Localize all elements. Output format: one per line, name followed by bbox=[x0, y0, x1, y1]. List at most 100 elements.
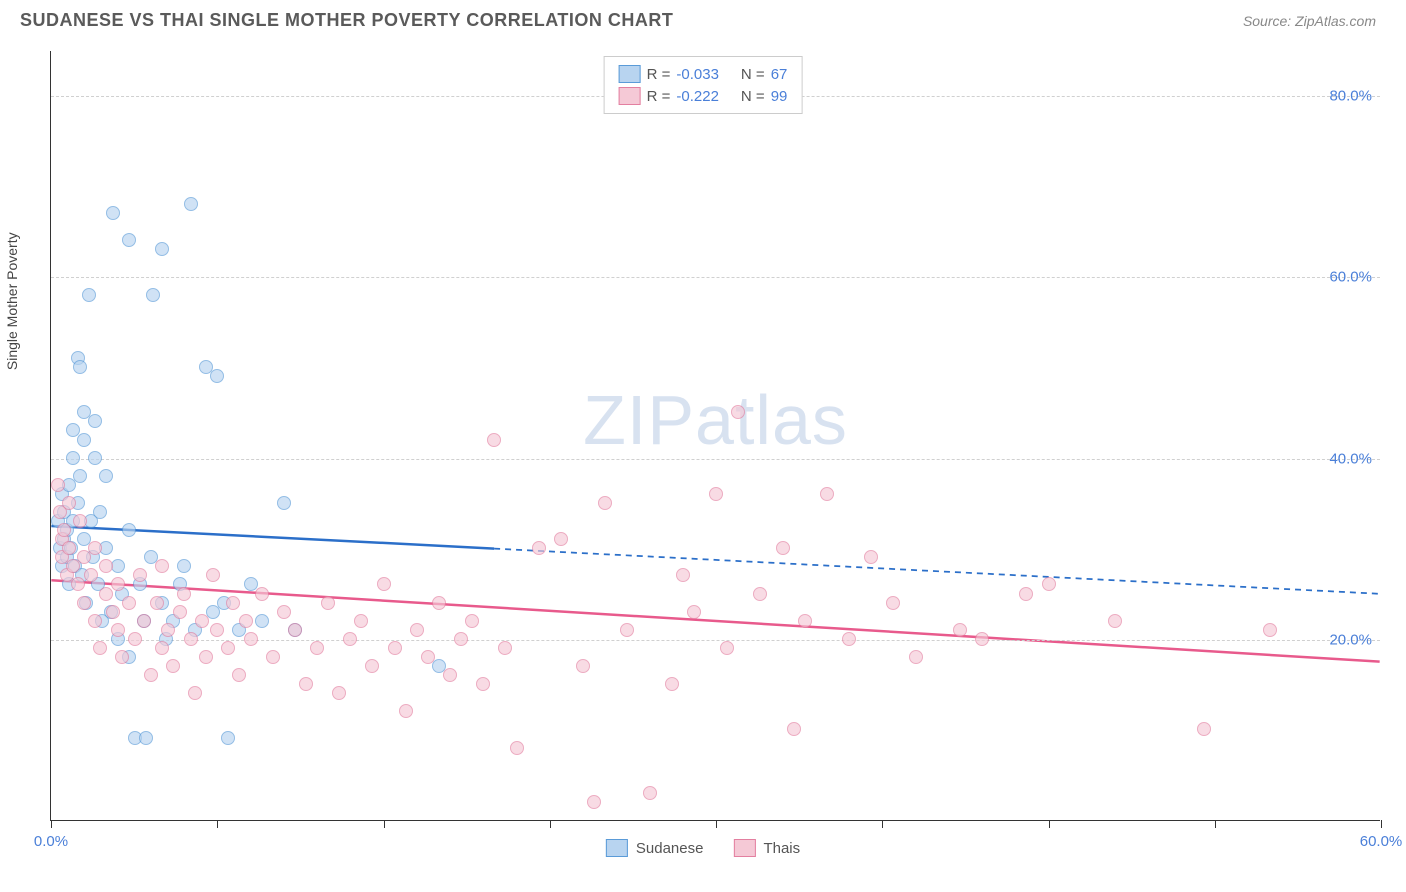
r-label: R = bbox=[647, 66, 671, 83]
data-point bbox=[365, 659, 379, 673]
trend-lines bbox=[51, 51, 1380, 820]
data-point bbox=[71, 577, 85, 591]
watermark-atlas: atlas bbox=[695, 381, 848, 459]
data-point bbox=[776, 541, 790, 555]
data-point bbox=[144, 668, 158, 682]
ytick-label: 40.0% bbox=[1329, 450, 1372, 467]
data-point bbox=[532, 541, 546, 555]
data-point bbox=[155, 641, 169, 655]
data-point bbox=[62, 541, 76, 555]
data-point bbox=[255, 587, 269, 601]
data-point bbox=[454, 632, 468, 646]
legend-item-sudanese: Sudanese bbox=[606, 839, 704, 857]
data-point bbox=[93, 641, 107, 655]
data-point bbox=[210, 369, 224, 383]
data-point bbox=[77, 433, 91, 447]
n-value-sudanese: 67 bbox=[771, 66, 788, 83]
data-point bbox=[554, 532, 568, 546]
chart-container: Single Mother Poverty ZIPatlas 20.0% 40.0… bbox=[0, 31, 1406, 871]
data-point bbox=[676, 568, 690, 582]
data-point bbox=[66, 451, 80, 465]
data-point bbox=[1019, 587, 1033, 601]
xtick bbox=[882, 820, 883, 828]
chart-title: SUDANESE VS THAI SINGLE MOTHER POVERTY C… bbox=[20, 10, 673, 31]
legend-row-sudanese: R = -0.033 N = 67 bbox=[619, 63, 788, 85]
data-point bbox=[321, 596, 335, 610]
data-point bbox=[77, 596, 91, 610]
data-point bbox=[975, 632, 989, 646]
xtick bbox=[51, 820, 52, 828]
n-label: N = bbox=[741, 88, 765, 105]
xtick bbox=[217, 820, 218, 828]
data-point bbox=[155, 559, 169, 573]
data-point bbox=[122, 523, 136, 537]
data-point bbox=[354, 614, 368, 628]
data-point bbox=[1042, 577, 1056, 591]
legend-series: Sudanese Thais bbox=[606, 839, 800, 857]
data-point bbox=[687, 605, 701, 619]
data-point bbox=[177, 587, 191, 601]
data-point bbox=[709, 487, 723, 501]
data-point bbox=[864, 550, 878, 564]
data-point bbox=[487, 433, 501, 447]
data-point bbox=[226, 596, 240, 610]
legend-swatch-sudanese bbox=[619, 65, 641, 83]
xtick-label: 0.0% bbox=[34, 833, 68, 850]
data-point bbox=[232, 668, 246, 682]
data-point bbox=[510, 741, 524, 755]
data-point bbox=[820, 487, 834, 501]
data-point bbox=[122, 596, 136, 610]
xtick bbox=[1049, 820, 1050, 828]
data-point bbox=[188, 686, 202, 700]
data-point bbox=[377, 577, 391, 591]
data-point bbox=[62, 496, 76, 510]
data-point bbox=[122, 233, 136, 247]
data-point bbox=[753, 587, 767, 601]
data-point bbox=[73, 469, 87, 483]
legend-swatch-icon bbox=[733, 839, 755, 857]
chart-header: SUDANESE VS THAI SINGLE MOTHER POVERTY C… bbox=[0, 0, 1406, 31]
data-point bbox=[51, 478, 65, 492]
data-point bbox=[842, 632, 856, 646]
data-point bbox=[93, 505, 107, 519]
data-point bbox=[498, 641, 512, 655]
data-point bbox=[953, 623, 967, 637]
data-point bbox=[155, 242, 169, 256]
data-point bbox=[221, 731, 235, 745]
r-label: R = bbox=[647, 88, 671, 105]
xtick-label: 60.0% bbox=[1360, 833, 1403, 850]
data-point bbox=[206, 568, 220, 582]
data-point bbox=[88, 414, 102, 428]
data-point bbox=[1108, 614, 1122, 628]
data-point bbox=[255, 614, 269, 628]
data-point bbox=[199, 650, 213, 664]
data-point bbox=[266, 650, 280, 664]
data-point bbox=[665, 677, 679, 691]
watermark-zip: ZIP bbox=[583, 381, 695, 459]
data-point bbox=[1197, 722, 1211, 736]
legend-label-thais: Thais bbox=[763, 840, 800, 857]
data-point bbox=[277, 605, 291, 619]
data-point bbox=[720, 641, 734, 655]
data-point bbox=[576, 659, 590, 673]
plot-area: ZIPatlas 20.0%40.0%60.0%80.0%0.0%60.0% bbox=[50, 51, 1380, 821]
data-point bbox=[432, 596, 446, 610]
data-point bbox=[99, 469, 113, 483]
gridline bbox=[51, 459, 1380, 460]
data-point bbox=[244, 632, 258, 646]
legend-item-thais: Thais bbox=[733, 839, 800, 857]
data-point bbox=[173, 605, 187, 619]
xtick bbox=[1215, 820, 1216, 828]
data-point bbox=[84, 568, 98, 582]
legend-row-thais: R = -0.222 N = 99 bbox=[619, 85, 788, 107]
y-axis-label: Single Mother Poverty bbox=[4, 232, 20, 370]
data-point bbox=[299, 677, 313, 691]
n-label: N = bbox=[741, 66, 765, 83]
data-point bbox=[1263, 623, 1277, 637]
data-point bbox=[195, 614, 209, 628]
data-point bbox=[88, 541, 102, 555]
data-point bbox=[146, 288, 160, 302]
data-point bbox=[798, 614, 812, 628]
data-point bbox=[388, 641, 402, 655]
ytick-label: 20.0% bbox=[1329, 631, 1372, 648]
